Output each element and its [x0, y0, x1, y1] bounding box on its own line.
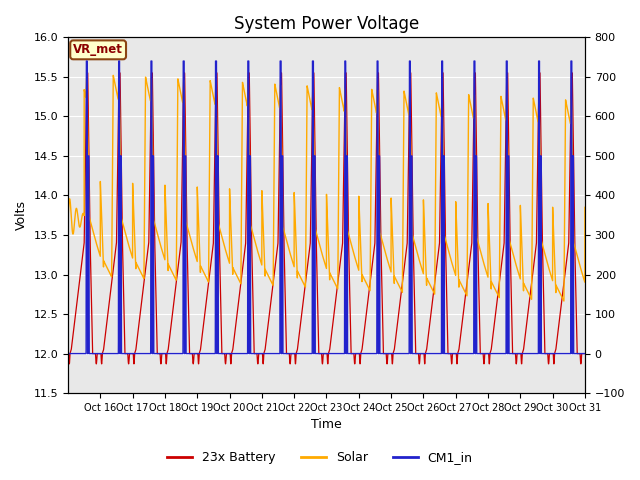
Legend: 23x Battery, Solar, CM1_in: 23x Battery, Solar, CM1_in [163, 446, 477, 469]
X-axis label: Time: Time [311, 419, 342, 432]
Text: VR_met: VR_met [73, 43, 123, 56]
Title: System Power Voltage: System Power Voltage [234, 15, 419, 33]
Y-axis label: Volts: Volts [15, 200, 28, 230]
